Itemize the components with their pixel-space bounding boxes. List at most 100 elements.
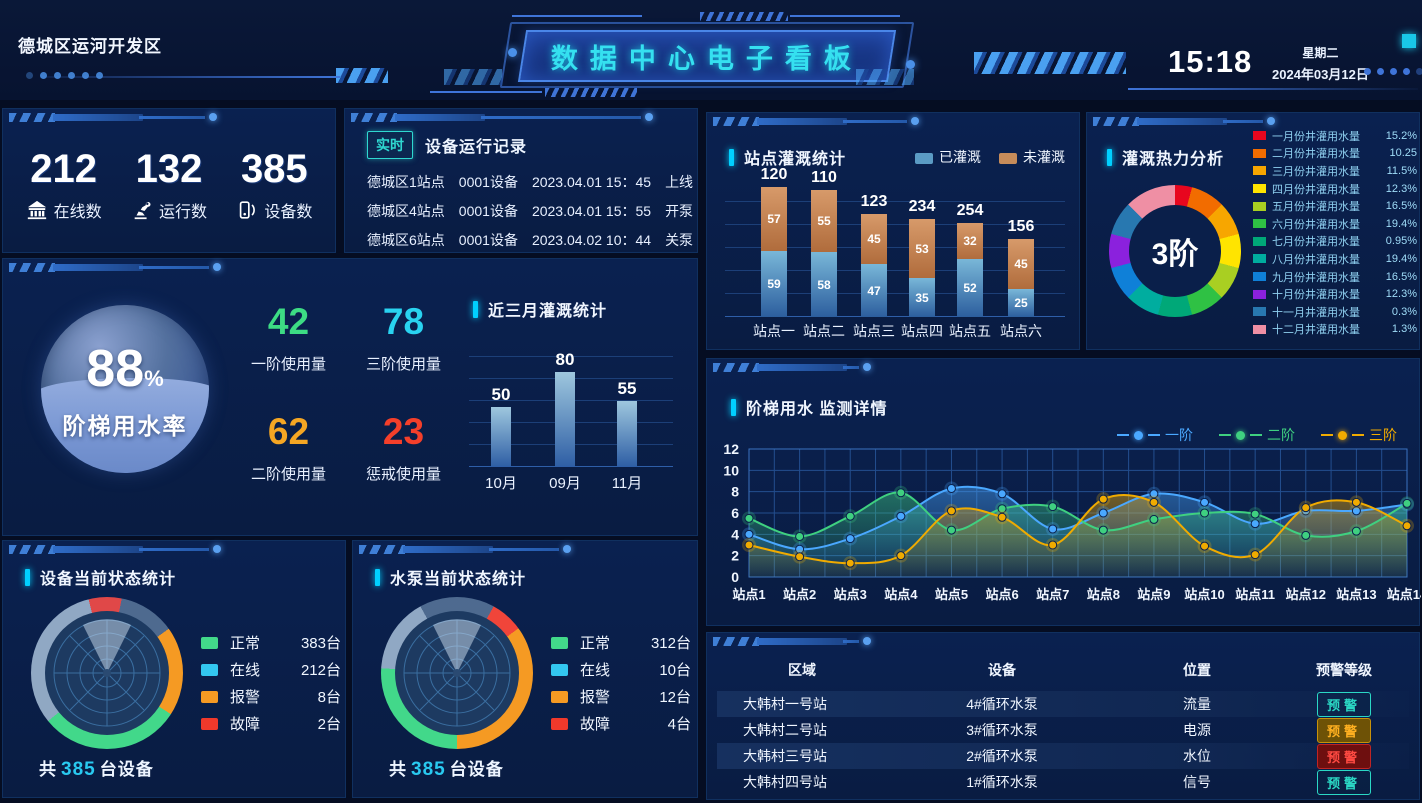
alarm-badge[interactable]: 预警 (1317, 743, 1371, 769)
bar-category-label: 站点三 (853, 323, 895, 339)
heat-legend-item[interactable]: 一月份井灌用水量 15.2% (1253, 127, 1417, 145)
legend-value: 1.3% (1391, 323, 1417, 336)
legend-value: 10.25 (1389, 147, 1417, 160)
bar-segment-unirrigated: 57 (761, 187, 787, 251)
legend-swatch-icon (551, 717, 568, 730)
heat-legend-item[interactable]: 三月份井灌用水量 11.5% (1253, 162, 1417, 180)
bar-category-label: 11月 (611, 475, 643, 492)
heat-legend-item[interactable]: 十一月井灌用水量 0.3% (1253, 303, 1417, 321)
stacked-bar: 25 45 (1008, 239, 1034, 317)
recent-months-chart: 50 10月 80 09月 55 11月 (469, 339, 683, 519)
title-tick-icon (25, 568, 30, 586)
bar-total-label: 120 (760, 166, 788, 183)
cell-position: 水位 (1183, 748, 1211, 764)
usage-stats: 42 一阶使用量 78 三阶使用量 62 二阶使用量 23 惩戒使用量 (231, 289, 461, 509)
heat-legend-item[interactable]: 六月份井灌用水量 19.4% (1253, 215, 1417, 233)
bar (491, 407, 511, 466)
legend-value: 312台 (650, 635, 691, 652)
line-legend-item[interactable]: 一阶 (1117, 425, 1193, 445)
cell-level: 预警 (1277, 769, 1411, 795)
slash-decoration (974, 52, 1126, 74)
legend-item[interactable]: 未灌溉 (999, 147, 1065, 167)
usage-stat: 23 惩戒使用量 (346, 399, 461, 509)
status-legend-item[interactable]: 在线 212台 (201, 656, 341, 683)
usage-label: 三阶使用量 (365, 356, 441, 373)
stat-label: 运行数 (158, 204, 207, 221)
heat-legend-item[interactable]: 十二月井灌用水量 1.3% (1253, 321, 1417, 339)
heat-legend-item[interactable]: 九月份井灌用水量 16.5% (1253, 268, 1417, 286)
alarm-badge[interactable]: 预警 (1317, 691, 1371, 717)
svg-text:6: 6 (731, 505, 739, 521)
heat-legend-item[interactable]: 四月份井灌用水量 12.3% (1253, 180, 1417, 198)
panel-top-decoration (1093, 117, 1419, 126)
log-station: 德城区6站点 (367, 231, 445, 248)
station-irrigation-legend: 已灌溉 未灌溉 (915, 147, 1065, 167)
title-tick-icon (731, 398, 736, 416)
log-panel-title: 设备运行记录 (425, 139, 528, 156)
cell-area: 大韩村二号站 (743, 722, 827, 738)
status-legend-item[interactable]: 报警 8台 (201, 683, 341, 710)
legend-label: 正常 (230, 635, 261, 652)
line-legend-item[interactable]: 三阶 (1321, 425, 1397, 445)
legend-label: 七月份井灌用水量 (1272, 236, 1360, 249)
heat-legend-item[interactable]: 八月份井灌用水量 19.4% (1253, 250, 1417, 268)
bar-category-label: 站点四 (901, 323, 943, 339)
gridline (725, 224, 1065, 225)
heat-legend-item[interactable]: 二月份井灌用水量 10.25 (1253, 145, 1417, 163)
pump-status-title: 水泵当前状态统计 (390, 571, 527, 588)
status-legend-item[interactable]: 正常 312台 (551, 629, 691, 656)
legend-value: 11.5% (1386, 164, 1417, 177)
legend-label: 报警 (230, 689, 261, 706)
table-header-cell: 区域 (788, 662, 816, 678)
stats-items: 212 在线数 132 运行数 385 设备数 (11, 147, 327, 222)
status-legend-item[interactable]: 报警 12台 (551, 683, 691, 710)
svg-text:8: 8 (731, 484, 739, 500)
log-time: 2023.04.01 15：45 (531, 173, 652, 190)
legend-value: 19.4% (1385, 217, 1417, 230)
alarm-badge[interactable]: 预警 (1317, 717, 1371, 743)
usage-value: 42 (267, 301, 310, 342)
clock-time: 15:18 (1168, 44, 1253, 79)
legend-dot-icon (1236, 430, 1245, 440)
alarm-badge[interactable]: 预警 (1317, 769, 1371, 795)
cell-level: 预警 (1277, 717, 1411, 743)
status-legend-item[interactable]: 故障 4台 (551, 710, 691, 737)
heat-legend: 一月份井灌用水量 15.2% 二月份井灌用水量 10.25 三月份井灌用水量 11.5% 四… (1253, 127, 1417, 338)
legend-label: 五月份井灌用水量 (1272, 201, 1360, 214)
bar-segment-unirrigated: 45 (1008, 239, 1034, 289)
gauge-label: 阶梯用水率 (62, 413, 188, 439)
status-legend-item[interactable]: 正常 383台 (201, 629, 341, 656)
stat-item: 385 设备数 (236, 147, 312, 222)
svg-text:12: 12 (723, 441, 739, 457)
table-row: 大韩村二号站 3#循环水泵 电源 预警 (717, 717, 1409, 743)
heat-legend-item[interactable]: 七月份井灌用水量 0.95% (1253, 233, 1417, 251)
legend-value: 19.4% (1385, 252, 1417, 265)
months-chart-title: 近三月灌溉统计 (488, 303, 608, 320)
table-row: 大韩村一号站 4#循环水泵 流量 预警 (717, 691, 1409, 717)
cell-area: 大韩村三号站 (743, 748, 827, 764)
legend-dot-icon (1134, 430, 1143, 440)
status-legend-item[interactable]: 故障 2台 (201, 710, 341, 737)
legend-label: 二阶 (1267, 427, 1295, 443)
line-legend-item[interactable]: 二阶 (1219, 425, 1295, 445)
cell-area: 大韩村四号站 (743, 774, 827, 790)
status-legend-item[interactable]: 在线 10台 (551, 656, 691, 683)
line-decoration (430, 91, 542, 93)
svg-text:站点5: 站点5 (935, 587, 968, 602)
bar-category-label: 站点一 (753, 323, 795, 339)
legend-item[interactable]: 已灌溉 (915, 147, 981, 167)
legend-value: 12.3% (1385, 182, 1417, 195)
slash-decoration (336, 68, 388, 83)
table-header-cell: 设备 (988, 662, 1016, 678)
legend-value: 10台 (659, 662, 691, 679)
heat-legend-item[interactable]: 十月份井灌用水量 12.3% (1253, 285, 1417, 303)
cell-level: 预警 (1277, 691, 1411, 717)
legend-label: 报警 (580, 689, 611, 706)
cell-device: 3#循环水泵 (966, 722, 1038, 738)
dashboard-title: 数据中心电子看板 (551, 43, 863, 74)
table-header-cell: 位置 (1183, 662, 1211, 678)
hatch-decoration (700, 12, 788, 21)
irrigation-heat-title-row: 灌溉热力分析 (1107, 145, 1224, 169)
legend-label: 十一月井灌用水量 (1272, 306, 1360, 319)
heat-legend-item[interactable]: 五月份井灌用水量 16.5% (1253, 197, 1417, 215)
